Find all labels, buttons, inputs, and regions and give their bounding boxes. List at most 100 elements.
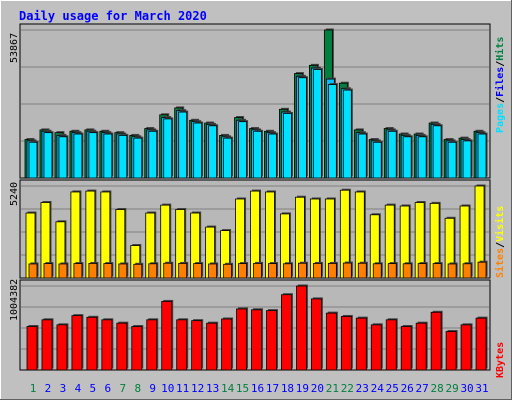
x-tick-label: 25 [386, 382, 399, 395]
x-tick-label: 20 [311, 382, 324, 395]
kbytes-bar [101, 319, 113, 371]
kbytes-bar [385, 319, 397, 371]
sites-bar [342, 262, 352, 279]
pages-bar [477, 133, 487, 179]
pages-bar [133, 137, 143, 179]
pages-bar [357, 133, 367, 179]
kbytes-bar [191, 320, 203, 371]
sites-bar [312, 263, 322, 279]
pages-bar [163, 118, 173, 179]
legend-visits: Visits [494, 206, 506, 242]
pages-bar [327, 84, 337, 179]
pages-bar [268, 133, 277, 179]
pages-bar [298, 77, 307, 179]
legend-pages: Pages [495, 103, 506, 133]
x-tick-label: 22 [341, 382, 354, 395]
x-tick-label: 13 [206, 382, 219, 395]
x-tick-label: 4 [75, 382, 82, 395]
pages-bar [342, 89, 352, 179]
pages-bar [103, 133, 113, 179]
sites-bar [178, 263, 188, 279]
sites-bar [88, 263, 98, 279]
x-tick-label: 23 [356, 382, 369, 395]
kbytes-bar [296, 285, 307, 371]
pages-bar [447, 141, 457, 179]
pages-bar [372, 141, 382, 179]
kbytes-bar [251, 309, 262, 371]
hits-legend: Pages/Files/Hits [494, 37, 506, 133]
sites-bar [327, 263, 337, 279]
visits-max-label: 5240 [9, 182, 20, 206]
x-tick-label: 17 [266, 382, 279, 395]
x-tick-label: 14 [221, 382, 235, 395]
sites-bar [417, 263, 427, 279]
kbytes-bar [146, 319, 158, 371]
sites-bar [402, 263, 412, 279]
x-tick-label: 12 [191, 382, 204, 395]
pages-bar [432, 125, 442, 179]
x-tick-label: 3 [60, 382, 67, 395]
kbytes-bar [430, 311, 442, 371]
x-tick-label: 9 [149, 382, 156, 395]
sites-bar [283, 263, 292, 279]
x-tick-label: 24 [371, 382, 385, 395]
bars-layer [24, 28, 488, 371]
pages-bar [193, 122, 203, 179]
x-tick-label: 16 [251, 382, 264, 395]
sites-bar [387, 263, 397, 279]
kbytes-bar [71, 315, 83, 371]
pages-bar [283, 113, 292, 179]
kbytes-bar [221, 318, 232, 371]
visits-legend: Sites/Visits [494, 206, 506, 278]
pages-bar [118, 135, 128, 179]
sites-bar [43, 263, 53, 279]
pages-bar [402, 136, 412, 179]
x-tick-label: 26 [401, 382, 414, 395]
kbytes-bar [131, 326, 143, 371]
pages-bar [88, 132, 98, 179]
legend-sep-2: / [495, 61, 506, 67]
pages-bar [148, 130, 158, 179]
kbytes-bar [206, 322, 218, 371]
kbytes-bar [161, 301, 173, 371]
legend-kbytes: KBytes [495, 342, 506, 378]
sites-bar [163, 262, 173, 279]
legend-hits: Hits [494, 37, 506, 61]
x-tick-label: 19 [296, 382, 309, 395]
kbytes-bar [266, 310, 277, 371]
x-tick-label: 10 [161, 382, 174, 395]
kbytes-bar [370, 324, 382, 371]
kbytes-bar [116, 322, 128, 371]
pages-bar [58, 136, 68, 179]
sites-bar [432, 263, 442, 279]
pages-bar [253, 130, 262, 179]
kbytes-bar [41, 319, 53, 371]
kbytes-bar [310, 298, 322, 371]
x-tick-label: 21 [326, 382, 339, 395]
sites-bar [268, 263, 277, 279]
sites-bar [208, 263, 218, 279]
x-tick-label: 29 [445, 382, 458, 395]
legend-sep-3: / [495, 242, 506, 248]
chart-title: Daily usage for March 2020 [19, 9, 207, 23]
x-tick-label: 31 [475, 382, 488, 395]
kbytes-bar [460, 324, 472, 371]
legend-sites: Sites [494, 248, 506, 278]
x-tick-label: 2 [45, 382, 52, 395]
sites-bar [28, 263, 38, 279]
kbytes-bar [355, 317, 367, 371]
x-tick-label: 15 [236, 382, 249, 395]
sites-bar [148, 263, 158, 279]
hits-max-label: 53867 [9, 33, 20, 63]
x-tick-label: 5 [90, 382, 97, 395]
sites-bar [103, 263, 113, 279]
pages-bar [462, 140, 472, 179]
x-tick-label: 30 [460, 382, 473, 395]
x-tick-label: 11 [176, 382, 189, 395]
x-tick-label: 18 [281, 382, 294, 395]
kbytes-bar [445, 331, 457, 371]
sites-bar [253, 263, 262, 279]
sites-bar [477, 261, 487, 279]
sites-bar [447, 263, 457, 279]
